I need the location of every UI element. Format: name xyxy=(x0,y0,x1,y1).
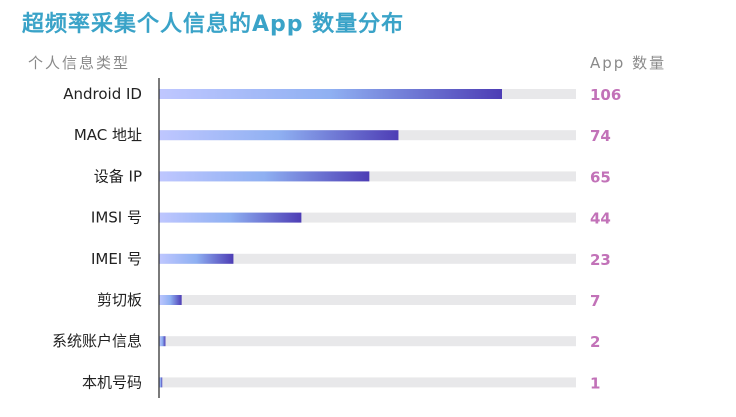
category-label: 剪切板 xyxy=(97,291,142,309)
value-axis-header: App 数量 xyxy=(590,54,667,72)
chart-title: 超频率采集个人信息的App 数量分布 xyxy=(22,12,405,37)
category-label: 本机号码 xyxy=(82,373,142,391)
value-label: 7 xyxy=(590,292,600,310)
category-label: IMSI 号 xyxy=(91,209,142,227)
category-axis-header: 个人信息类型 xyxy=(28,54,131,72)
bar xyxy=(159,89,502,99)
bar-track xyxy=(159,212,576,223)
value-label: 106 xyxy=(590,86,621,104)
category-label: IMEI 号 xyxy=(91,250,142,268)
bar xyxy=(159,295,182,305)
category-label: 设备 IP xyxy=(94,167,142,185)
bar xyxy=(159,336,166,347)
category-label: Android ID xyxy=(63,85,142,103)
value-label: 2 xyxy=(590,333,600,351)
bar xyxy=(159,212,302,223)
bar xyxy=(159,253,234,264)
category-label: MAC 地址 xyxy=(74,126,142,144)
bar-track xyxy=(159,336,576,347)
value-label: 1 xyxy=(590,374,600,392)
bar xyxy=(159,377,163,388)
bar xyxy=(159,171,370,182)
value-label: 74 xyxy=(590,127,611,145)
bar-track xyxy=(159,377,576,388)
bar-track xyxy=(159,253,576,264)
bar-track xyxy=(159,295,576,305)
value-label: 65 xyxy=(590,168,611,186)
bar xyxy=(159,130,399,141)
value-label: 23 xyxy=(590,251,611,269)
category-label: 系统账户信息 xyxy=(52,332,142,350)
value-label: 44 xyxy=(590,210,611,228)
